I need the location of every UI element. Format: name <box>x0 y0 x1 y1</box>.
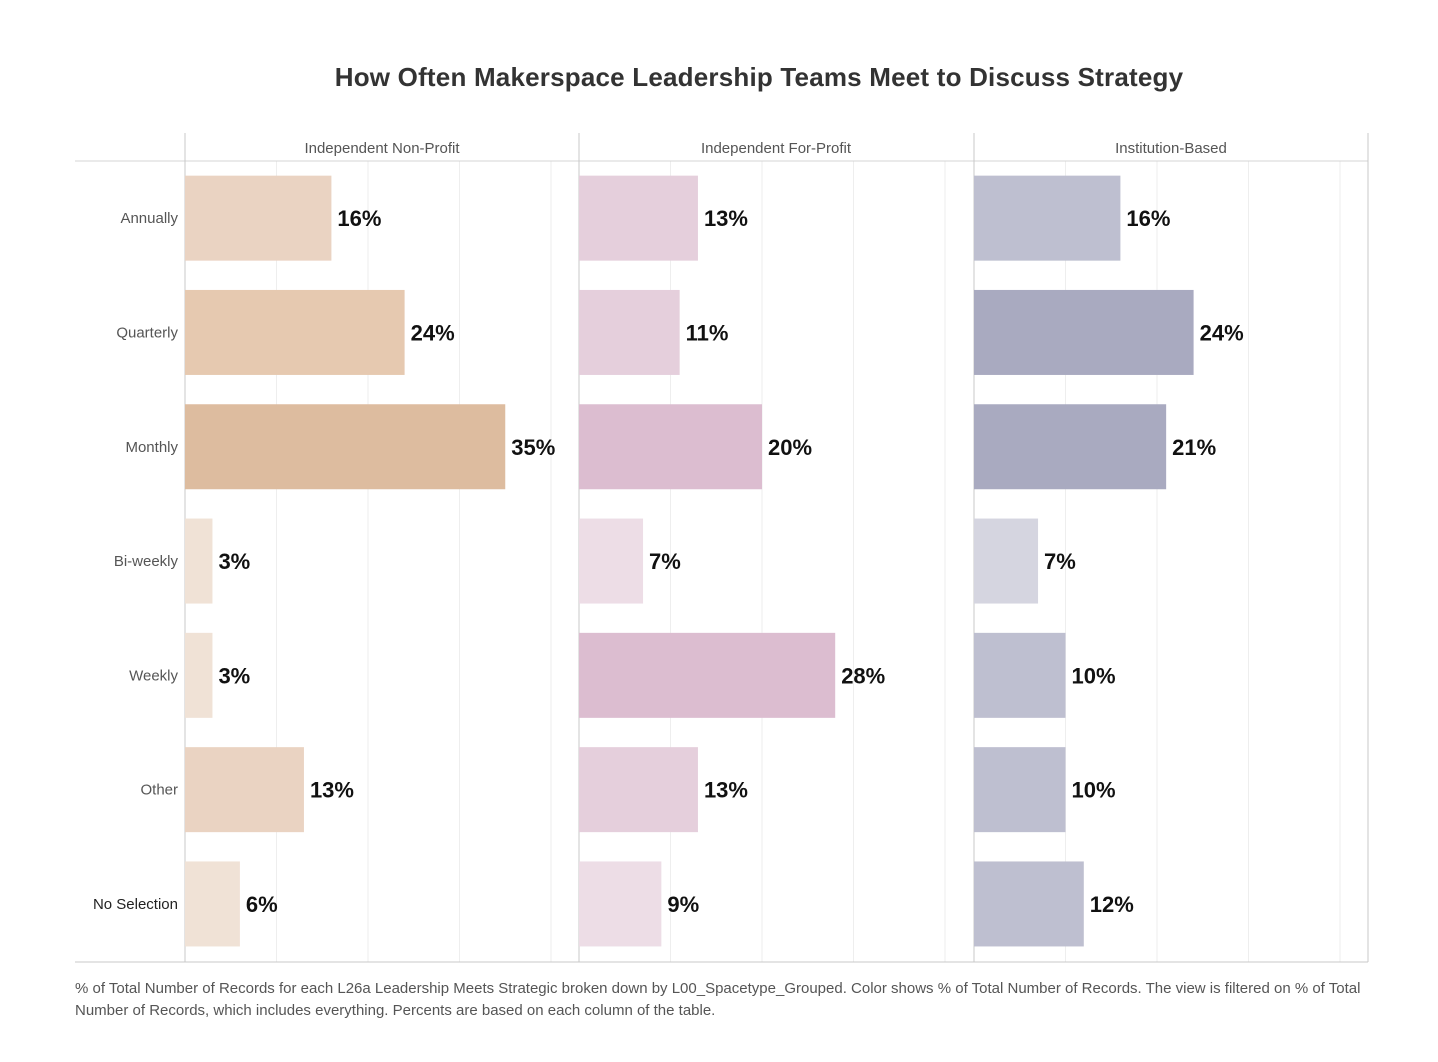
bar <box>974 747 1066 833</box>
data-label: 11% <box>686 320 729 345</box>
bar <box>185 632 213 718</box>
data-label: 13% <box>704 206 748 231</box>
bar <box>974 404 1167 490</box>
data-label: 20% <box>768 435 812 460</box>
bar <box>579 175 698 261</box>
data-label: 3% <box>218 549 250 574</box>
data-label: 7% <box>649 549 681 574</box>
panel-header: Institution-Based <box>1115 140 1227 157</box>
bar <box>974 518 1039 604</box>
bar <box>974 175 1121 261</box>
bar <box>579 632 836 718</box>
category-label: Bi-weekly <box>114 553 179 570</box>
data-label: 16% <box>337 206 381 231</box>
bar <box>185 861 240 947</box>
panel-header: Independent For-Profit <box>701 140 852 157</box>
bar <box>974 632 1066 718</box>
data-label: 24% <box>1200 320 1244 345</box>
data-label: 16% <box>1126 206 1170 231</box>
data-label: 24% <box>411 320 455 345</box>
category-label: Other <box>140 782 178 799</box>
category-label: Weekly <box>129 667 178 684</box>
data-label: 35% <box>511 435 555 460</box>
bar <box>185 289 405 375</box>
panel-header: Independent Non-Profit <box>304 140 460 157</box>
data-label: 10% <box>1072 663 1116 688</box>
chart-caption: % of Total Number of Records for each L2… <box>75 980 1361 1019</box>
bar <box>579 404 762 490</box>
bar <box>974 861 1084 947</box>
data-label: 6% <box>246 892 278 917</box>
bar <box>185 404 506 490</box>
bar <box>579 289 680 375</box>
data-label: 3% <box>218 663 250 688</box>
category-label: Monthly <box>125 439 178 456</box>
data-label: 9% <box>667 892 699 917</box>
category-label: No Selection <box>93 896 178 913</box>
bar <box>974 289 1194 375</box>
bar <box>185 518 213 604</box>
bar <box>185 747 304 833</box>
category-label: Annually <box>120 210 178 227</box>
data-label: 7% <box>1044 549 1076 574</box>
bar <box>185 175 332 261</box>
data-label: 12% <box>1090 892 1134 917</box>
data-label: 13% <box>704 778 748 803</box>
category-label: Quarterly <box>116 324 178 341</box>
data-label: 28% <box>841 663 885 688</box>
data-label: 21% <box>1172 435 1216 460</box>
bar <box>579 518 644 604</box>
bar <box>579 747 698 833</box>
data-label: 10% <box>1072 778 1116 803</box>
chart-canvas: Independent Non-Profit Independent For-Pr… <box>75 133 1369 963</box>
bar <box>579 861 662 947</box>
chart-title: How Often Makerspace Leadership Teams Me… <box>334 62 1184 92</box>
data-label: 13% <box>310 778 354 803</box>
